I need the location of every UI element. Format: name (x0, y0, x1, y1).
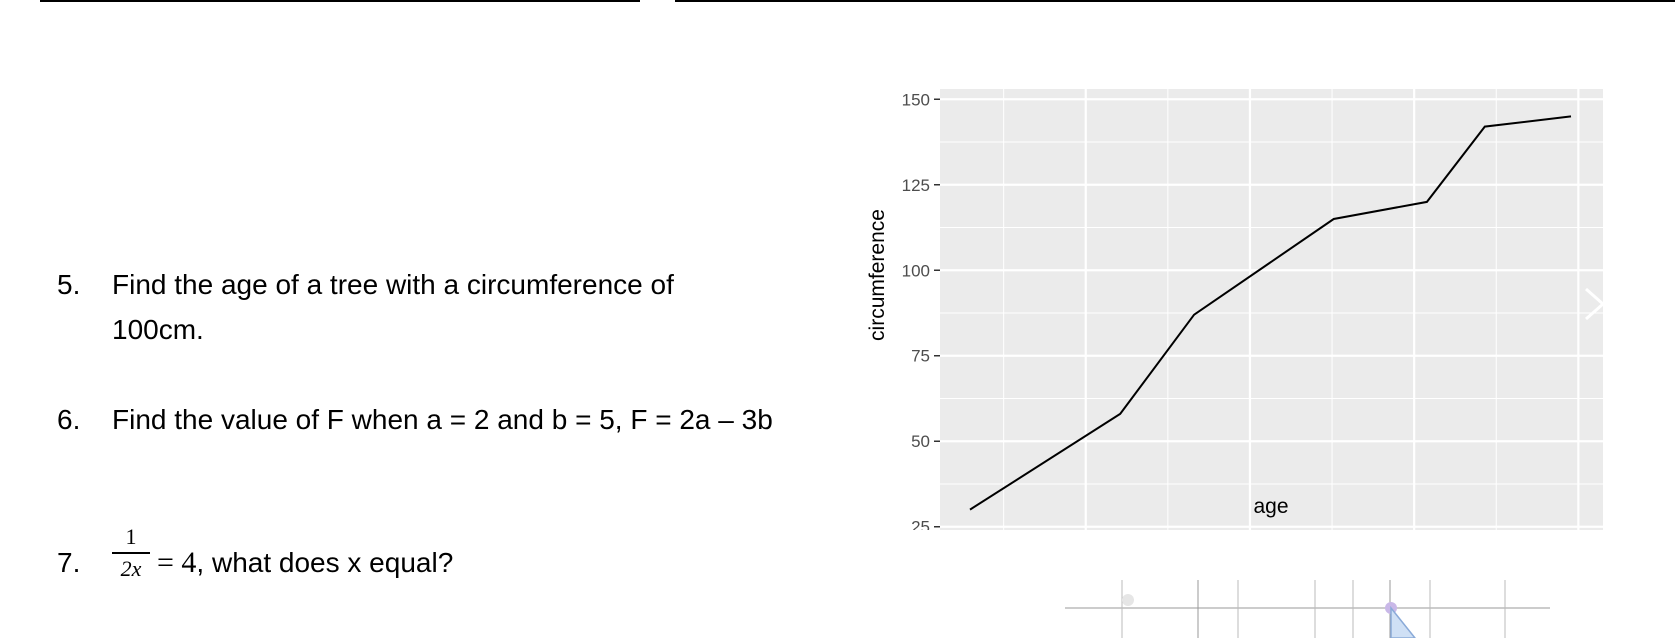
question-number: 6. (57, 404, 81, 435)
question-5: 5. Find the age of a tree with a circumf… (57, 262, 857, 352)
chevron-right-icon (1585, 287, 1606, 321)
y-tick-label: 150 (902, 90, 930, 109)
question-text: , what does x equal? (196, 547, 454, 578)
y-tick-label: 100 (902, 261, 930, 280)
x-axis-label: age (1253, 495, 1288, 518)
y-axis: 25 50 75 100 125 150 (902, 90, 940, 530)
top-rule-left (40, 0, 640, 2)
grid-major (940, 89, 1603, 530)
partial-figure-shape (1390, 605, 1416, 638)
fraction: 1 2x (112, 524, 150, 582)
partial-figure-dot (1122, 594, 1134, 606)
y-tick-label: 25 (911, 518, 930, 530)
partial-figure (1065, 580, 1550, 638)
grid-minor (940, 89, 1603, 530)
question-text-line-1: Find the age of a tree with a circumfere… (112, 269, 674, 300)
y-axis-label: circumference (866, 209, 889, 341)
question-number: 5. (57, 269, 81, 300)
fraction-numerator: 1 (125, 524, 137, 549)
question-text: Find the value of F when a = 2 and b = 5… (112, 404, 773, 435)
question-7: 7. 1 2x = 4, what does x equal? (57, 524, 857, 585)
equation-rest: = 4, what does x equal? (157, 540, 453, 585)
fraction-denominator: 2x (120, 556, 142, 581)
y-tick-label: 125 (902, 176, 930, 195)
series-line (969, 115, 1572, 511)
plot-panel (940, 89, 1603, 530)
y-tick-label: 75 (911, 347, 930, 366)
equation-math: = 4 (157, 546, 197, 579)
question-6: 6. Find the value of F when a = 2 and b … (57, 397, 857, 442)
y-tick-label: 50 (911, 432, 930, 451)
fraction-bar (112, 552, 150, 554)
question-text-line-2: 100cm. (112, 314, 204, 345)
question-number: 7. (57, 547, 81, 578)
top-rule-right (675, 0, 1675, 2)
